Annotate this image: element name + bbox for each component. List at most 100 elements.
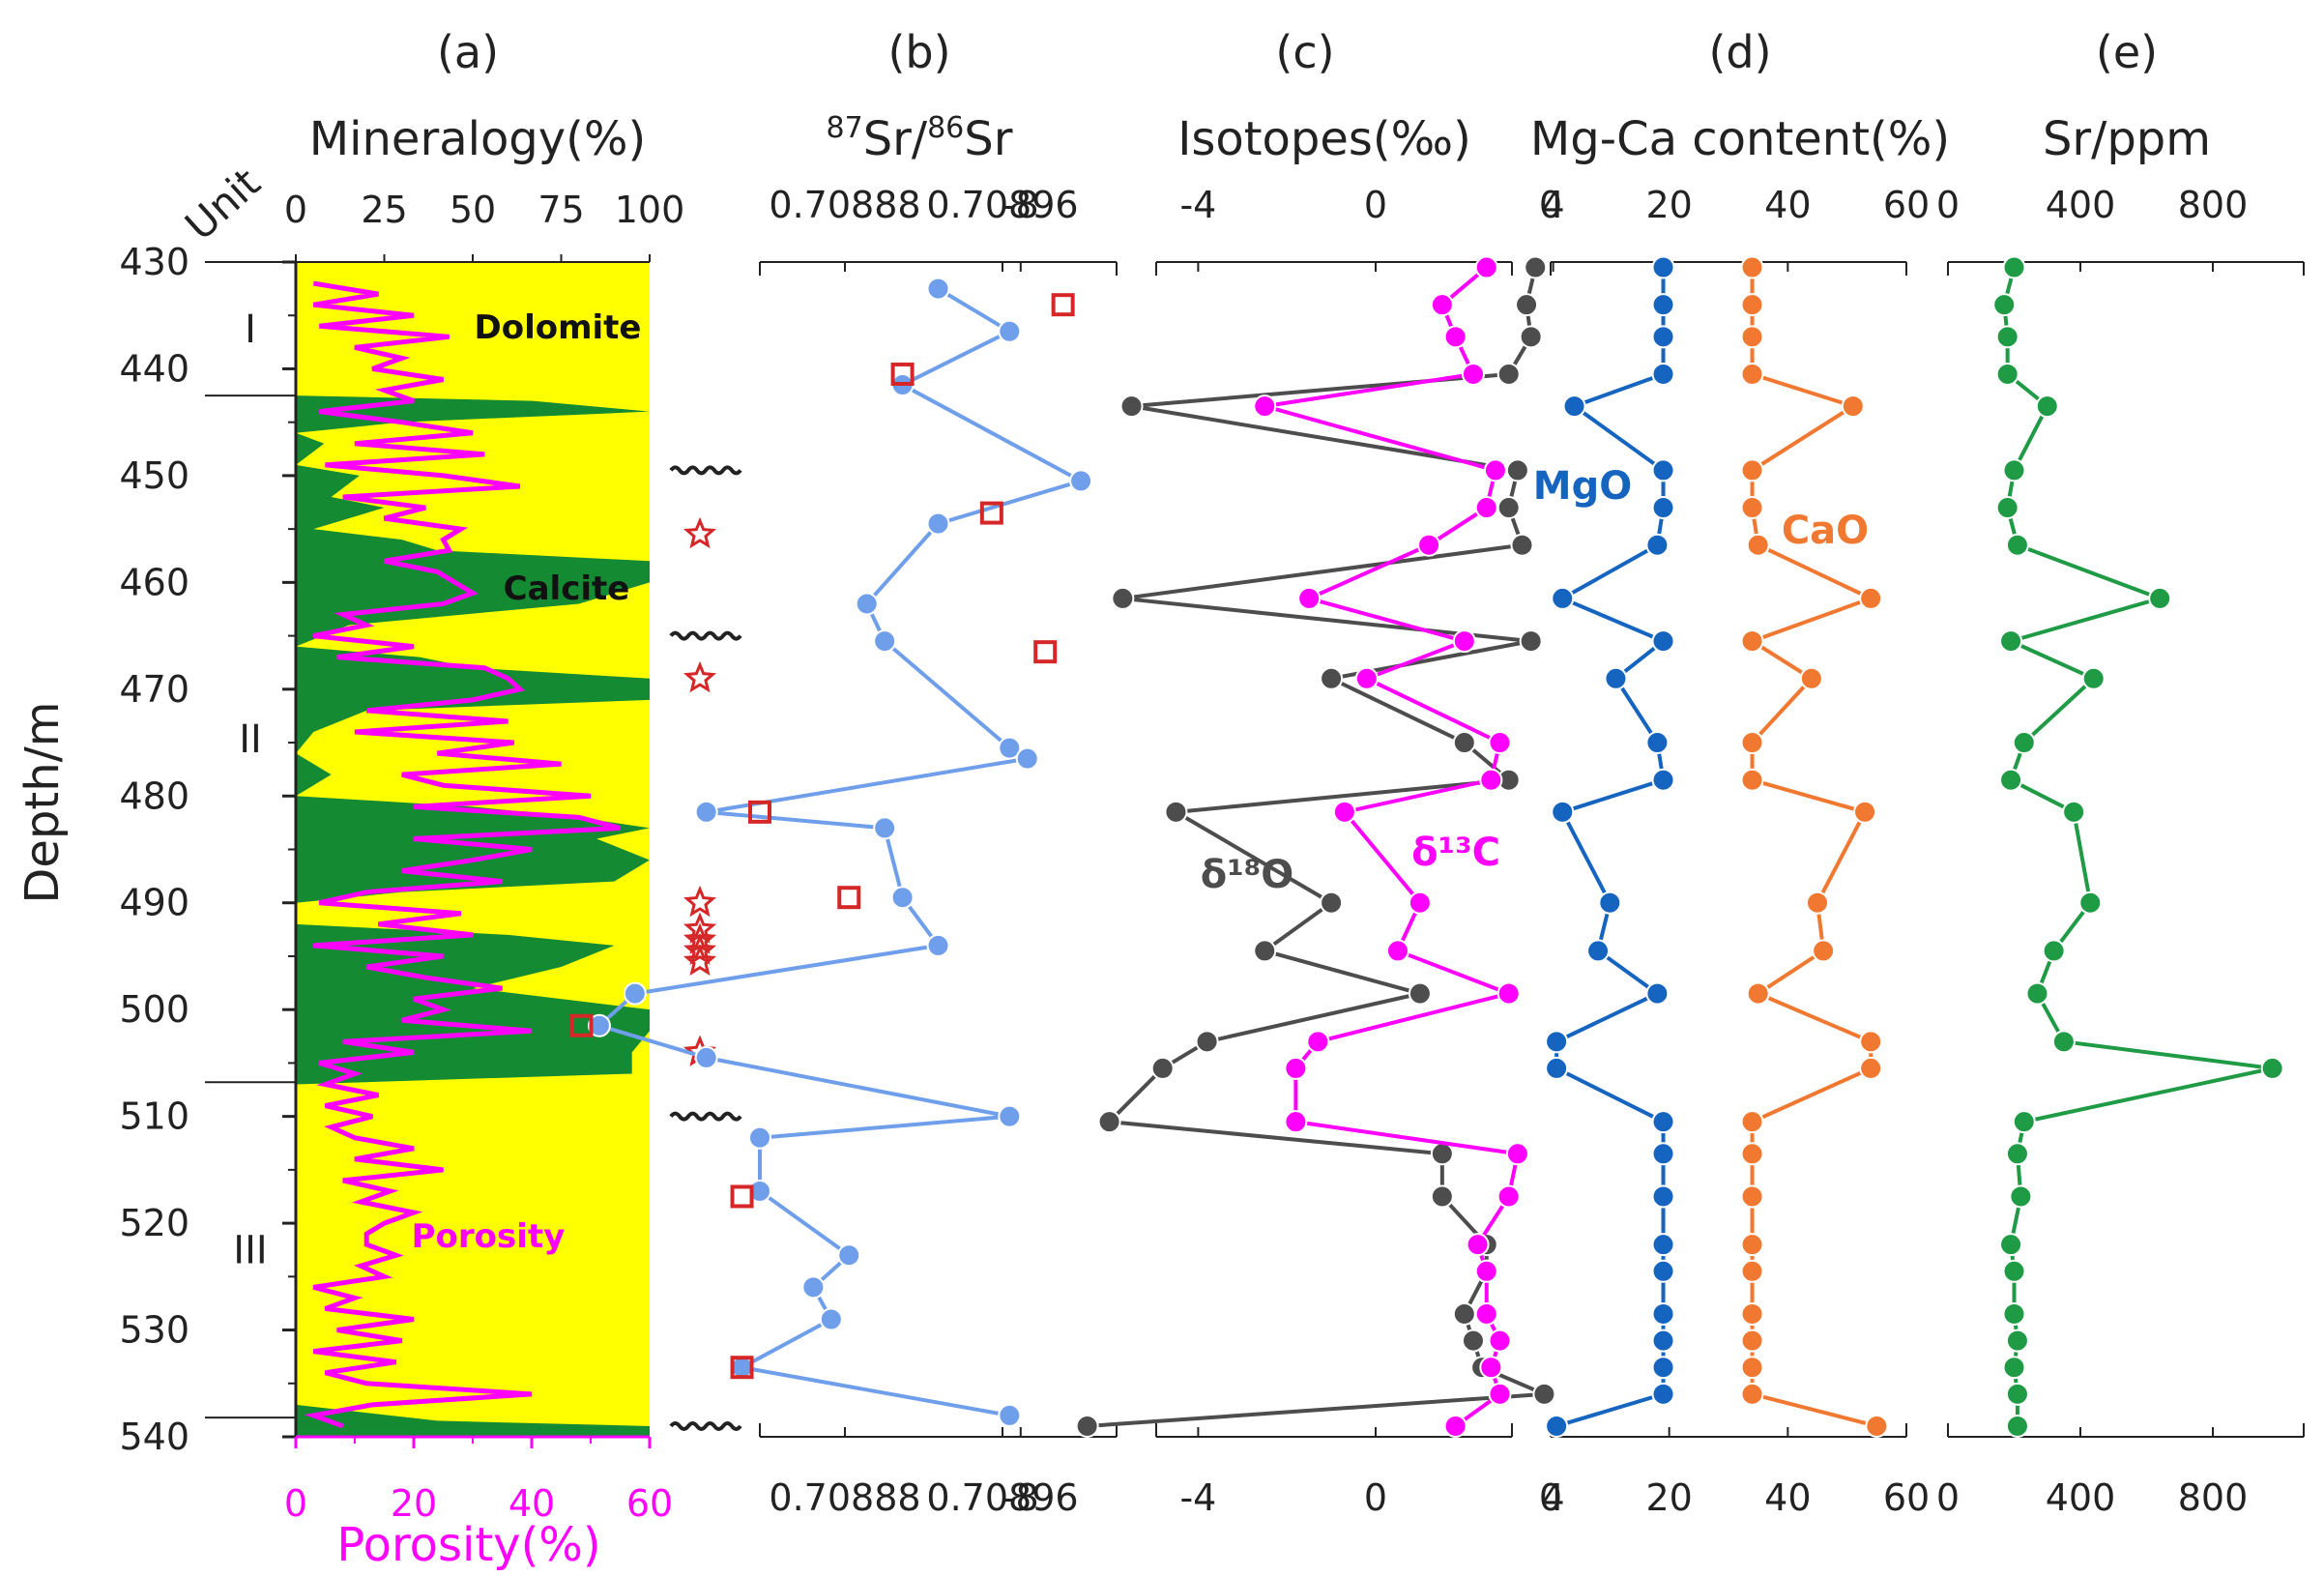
cao-point-10 bbox=[1799, 666, 1823, 690]
panel-b-letter: (b) bbox=[887, 26, 950, 78]
depth-tick-490: 490 bbox=[119, 882, 189, 924]
sr-ratio-point-14 bbox=[587, 1013, 611, 1037]
mgo-point-5 bbox=[1651, 458, 1675, 482]
unconformity-1 bbox=[669, 630, 742, 641]
mgo-point-23 bbox=[1651, 1259, 1675, 1283]
d13c-point-20 bbox=[1505, 1142, 1529, 1166]
sr-ppm-point-4 bbox=[2035, 394, 2059, 419]
mgo-point-11 bbox=[1645, 731, 1670, 755]
sr-ratio-point-18 bbox=[748, 1179, 771, 1203]
sr-ratio-point-15 bbox=[694, 1045, 718, 1069]
d18o-point-2 bbox=[1519, 325, 1543, 349]
mgo-point-1 bbox=[1651, 293, 1675, 317]
sr-ppm-top-tick-400: 400 bbox=[2046, 184, 2116, 226]
panel-d-mgca: 0 0 20 20 40 40 60 60 bbox=[1539, 184, 1930, 1519]
sr-ratio-point-4 bbox=[926, 511, 950, 536]
sr-ratio-point-23 bbox=[998, 1403, 1022, 1427]
cao-point-7 bbox=[1746, 533, 1770, 557]
sr-ppm-point-9 bbox=[1999, 629, 2023, 654]
d18o-point-7 bbox=[1510, 533, 1534, 557]
cao-point-0 bbox=[1740, 255, 1764, 279]
cao-point-12 bbox=[1740, 768, 1764, 792]
depth-tick-labels: 430 440 450 460 470 480 490 500 510 520 530 540 bbox=[119, 241, 189, 1458]
d13c-point-19 bbox=[1284, 1110, 1308, 1134]
cao-point-16 bbox=[1746, 981, 1770, 1006]
d13c-point-8 bbox=[1297, 586, 1322, 610]
sr-ratio-point-3 bbox=[1069, 469, 1093, 493]
sr-ratio-box-8 bbox=[730, 1356, 754, 1380]
porosity-axis-label: Porosity(%) bbox=[336, 1518, 600, 1572]
cao-point-11 bbox=[1740, 731, 1764, 755]
sr-ppm-point-8 bbox=[2148, 586, 2172, 610]
panel-a-title: Mineralogy(%) bbox=[309, 112, 647, 166]
sr-end: Sr bbox=[964, 112, 1012, 166]
sr-ratio-point-13 bbox=[623, 981, 647, 1006]
sr-ratio-point-22 bbox=[730, 1356, 754, 1380]
d13c-point-14 bbox=[1408, 891, 1432, 915]
d18o-point-15 bbox=[1253, 939, 1277, 963]
mgo-point-19 bbox=[1651, 1110, 1675, 1134]
cao-point-1 bbox=[1740, 293, 1764, 317]
panel-b-title: 87Sr/86Sr bbox=[827, 111, 1013, 166]
d18o-point-24 bbox=[1452, 1301, 1476, 1326]
cao-point-18 bbox=[1859, 1056, 1883, 1080]
d13c-label: δ¹³C bbox=[1411, 831, 1500, 875]
panel-d-letter: (d) bbox=[1708, 26, 1771, 78]
mgca-top-tick-20: 20 bbox=[1645, 184, 1692, 226]
sr-ppm-point-17 bbox=[2051, 1030, 2076, 1054]
cao-point-24 bbox=[1740, 1301, 1764, 1326]
depth-tick-480: 480 bbox=[119, 774, 189, 817]
sr86-superscript: 86 bbox=[927, 111, 964, 145]
d13c-point-13 bbox=[1332, 800, 1356, 824]
sr-ppm-point-18 bbox=[2260, 1056, 2284, 1080]
d13c-point-2 bbox=[1443, 325, 1467, 349]
d13c-point-15 bbox=[1385, 939, 1409, 963]
d13c-point-0 bbox=[1474, 255, 1498, 279]
mgca-top-tick-40: 40 bbox=[1764, 184, 1811, 226]
d13c-point-23 bbox=[1474, 1259, 1498, 1283]
depth-tick-530: 530 bbox=[119, 1309, 189, 1352]
porosity-tick-40: 40 bbox=[508, 1482, 555, 1525]
star-6 bbox=[683, 944, 717, 976]
sr-ratio-point-1 bbox=[998, 319, 1022, 343]
isotope-bot-tick--8: -8 bbox=[1002, 1476, 1039, 1519]
mgo-point-16 bbox=[1645, 981, 1670, 1006]
porosity-tick-60: 60 bbox=[626, 1482, 673, 1525]
cao-point-20 bbox=[1740, 1142, 1764, 1166]
sr-ratio-box-4 bbox=[748, 800, 771, 824]
mgo-point-18 bbox=[1545, 1056, 1569, 1080]
cao-point-22 bbox=[1740, 1233, 1764, 1257]
d18o-point-11 bbox=[1452, 731, 1476, 755]
sr-ratio-point-21 bbox=[819, 1307, 843, 1331]
mineralogy-tick-0: 0 bbox=[284, 189, 307, 231]
d13c-point-1 bbox=[1430, 293, 1454, 317]
cao-point-15 bbox=[1812, 939, 1836, 963]
mgca-top-tick-60: 60 bbox=[1883, 184, 1930, 226]
sr-ppm-point-27 bbox=[2005, 1382, 2029, 1406]
sr-ppm-point-26 bbox=[2002, 1356, 2026, 1380]
sr-ratio-point-6 bbox=[873, 629, 897, 654]
mgo-point-14 bbox=[1598, 891, 1622, 915]
isotope-bot-tick-4: 4 bbox=[1542, 1476, 1565, 1519]
sr-ppm-point-20 bbox=[2005, 1142, 2029, 1166]
d13c-point-9 bbox=[1452, 629, 1476, 654]
sr-ppm-point-7 bbox=[2005, 533, 2029, 557]
isotope-bot-tick--4: -4 bbox=[1179, 1476, 1216, 1519]
d13c-point-17 bbox=[1306, 1030, 1330, 1054]
sr-ratio-top-tick-0.70888: 0.70888 bbox=[769, 184, 920, 226]
mgo-point-9 bbox=[1651, 629, 1675, 654]
sr-ppm-point-22 bbox=[1999, 1233, 2023, 1257]
d13c-point-21 bbox=[1496, 1184, 1521, 1209]
mgo-point-17 bbox=[1545, 1030, 1569, 1054]
mgo-point-26 bbox=[1651, 1356, 1675, 1380]
sr-ppm-point-5 bbox=[2002, 458, 2026, 482]
sr-ppm-top-tick-800: 800 bbox=[2178, 184, 2249, 226]
cao-point-17 bbox=[1859, 1030, 1883, 1054]
d18o-point-1 bbox=[1515, 293, 1539, 317]
unconformity-and-star-markers bbox=[669, 465, 742, 1431]
porosity-label: Porosity bbox=[412, 1217, 566, 1256]
mgo-point-21 bbox=[1651, 1184, 1675, 1209]
d18o-point-0 bbox=[1524, 255, 1548, 279]
d18o-point-28 bbox=[1075, 1414, 1099, 1438]
